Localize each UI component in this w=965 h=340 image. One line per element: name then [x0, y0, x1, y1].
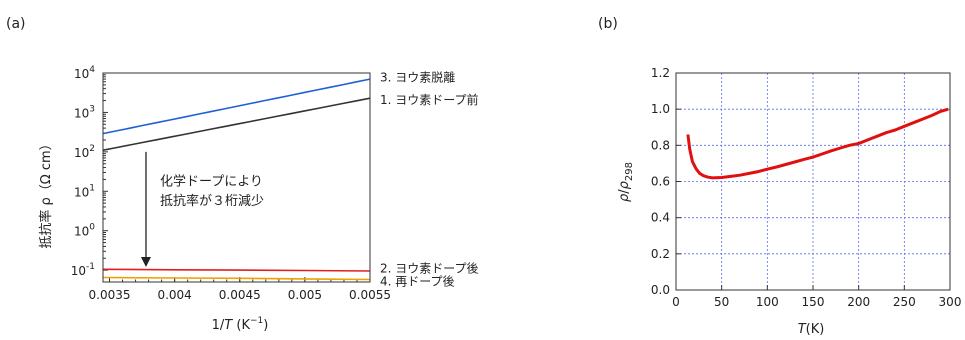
panel-a-label: (a)	[6, 16, 26, 32]
panel-b-grid	[675, 72, 951, 291]
series-line	[102, 268, 371, 272]
annotation-arrow-head	[140, 257, 151, 268]
x-tick-label: 0.0055	[349, 288, 391, 302]
x-tick-label: 100	[756, 295, 779, 309]
y-tick-label: 102	[74, 144, 95, 160]
series-label: 1. ヨウ素ドープ前	[380, 92, 479, 107]
panel-b: (b) ρ/ρ298 0 50 100 150 200 250 300 0.0 0.2 0.4 0.…	[598, 16, 961, 337]
y-tick-label: 101	[74, 183, 95, 199]
y-tick-label: 104	[74, 65, 95, 81]
xlabel-var-b: T	[798, 322, 807, 337]
panel-a-ylabel-text: 抵抗率 ρ（Ω cm）	[38, 137, 54, 248]
x-tick-label: 0	[672, 295, 680, 309]
xlabel-unit-sup: −1	[250, 316, 263, 326]
ylabel-den: ρ	[617, 180, 632, 189]
panel-b-xlabel: T(K)	[798, 322, 825, 337]
series-line	[102, 97, 371, 151]
ylabel-num: ρ	[617, 193, 632, 202]
annotation-line-2: 抵抗率が３桁減少	[160, 193, 264, 209]
x-tick-label: 0.0045	[219, 288, 261, 302]
x-tick-label: 0.005	[288, 288, 322, 302]
series-line	[686, 107, 949, 180]
series-label: 4. 再ドープ後	[380, 274, 455, 288]
series-label: 2. ヨウ素ドープ後	[380, 262, 479, 276]
x-tick-label: 300	[939, 295, 962, 309]
y-tick-label: 100	[74, 223, 95, 239]
y-tick-label: 103	[74, 104, 95, 120]
xlabel-unit-close: )	[263, 318, 268, 333]
y-tick-label: 10-1	[71, 262, 95, 278]
y-tick-label: 1.0	[651, 102, 670, 116]
panel-a-plot-frame	[102, 72, 371, 283]
y-tick-label: 0.0	[651, 283, 670, 297]
panel-b-marks: 0 50 100 150 200 250 300 0.0 0.2 0.4 0.6 0.8 1.0 1.2	[651, 66, 962, 309]
y-tick-label: 0.6	[651, 175, 670, 189]
panel-b-ylabel: ρ/ρ298	[617, 162, 635, 202]
y-tick-label: 0.4	[651, 211, 670, 225]
x-tick-label: 250	[893, 295, 916, 309]
panel-b-label: (b)	[598, 16, 618, 32]
x-tick-label: 200	[847, 295, 870, 309]
x-tick-label: 0.0035	[89, 288, 131, 302]
x-tick-label: 150	[802, 295, 825, 309]
x-tick-label: 50	[714, 295, 729, 309]
xlabel-prefix: 1/	[212, 318, 225, 333]
panel-b-ylabel-text: ρ/ρ298	[617, 162, 635, 202]
panel-a-xlabel: 1/T (K−1)	[212, 316, 269, 333]
panel-b-plot-frame	[675, 72, 951, 291]
y-tick-label: 1.2	[651, 66, 670, 80]
xlabel-unit-b: (K)	[806, 322, 825, 337]
panel-a-ylabel: 抵抗率 ρ（Ω cm）	[38, 137, 54, 248]
series-line	[102, 78, 371, 135]
series-line	[102, 276, 371, 281]
panel-a-marks: 0.0035 0.004 0.0045 0.005 0.0055 104 103 102 101…	[71, 65, 479, 302]
xlabel-var: T	[224, 318, 233, 333]
panel-a-annotation: 化学ドープにより 抵抗率が３桁減少	[160, 174, 264, 209]
y-tick-label: 0.8	[651, 138, 670, 152]
series-label: 3. ヨウ素脱離	[380, 69, 455, 84]
y-tick-label: 0.2	[651, 247, 670, 261]
panel-a: (a) 抵抗率 ρ（Ω cm） 0.0035 0.004 0.0045 0.005 0.…	[6, 16, 479, 333]
xlabel-unit-open: (K	[232, 318, 250, 333]
ylabel-den-sub: 298	[624, 162, 635, 181]
x-tick-label: 0.004	[157, 288, 191, 302]
annotation-line-1: 化学ドープにより	[160, 174, 263, 190]
